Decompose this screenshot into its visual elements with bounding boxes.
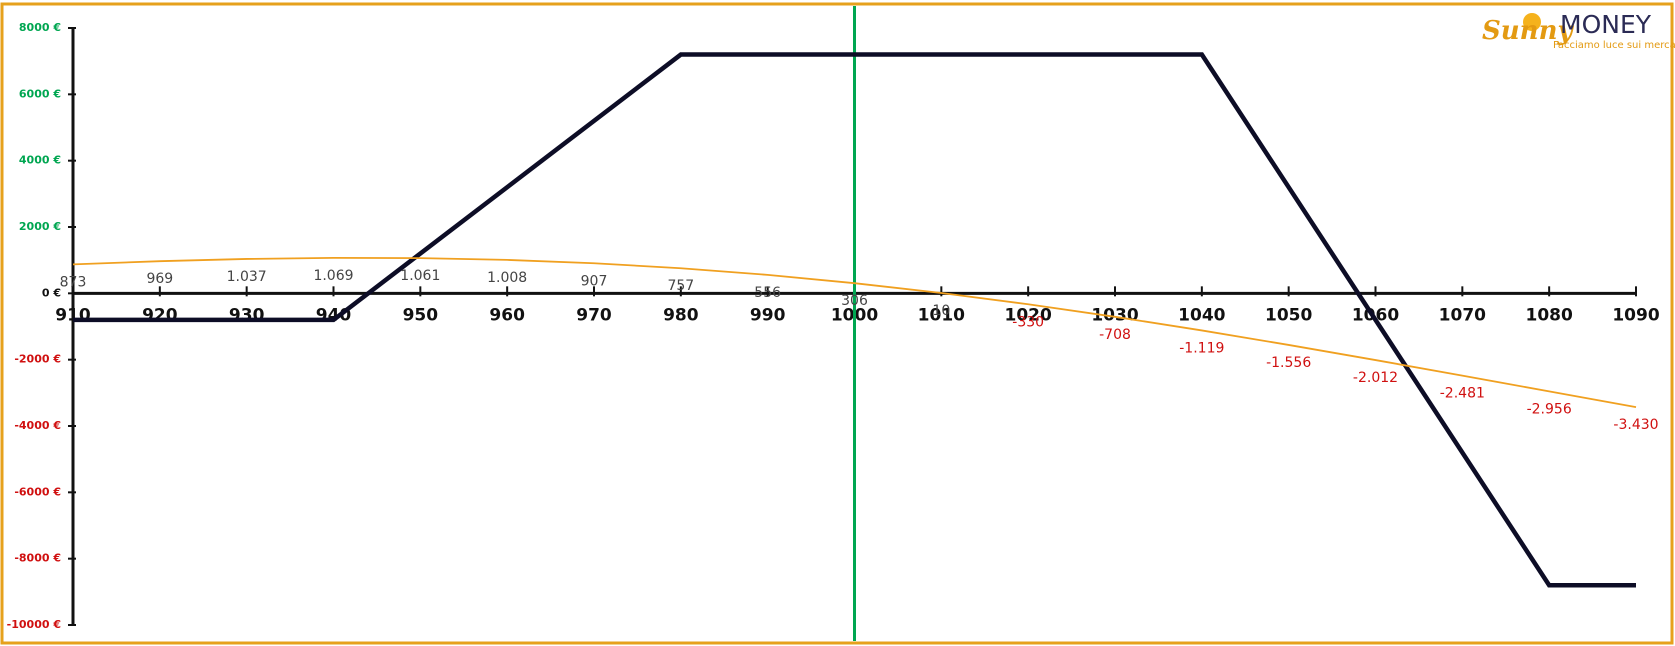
- value-label: 969: [146, 271, 173, 287]
- logo-brand: Sunny: [1482, 16, 1574, 46]
- series-line: [73, 52, 1636, 588]
- logo-tagline: Facciamo luce sui mercati: [1553, 40, 1675, 51]
- y-tick-label: -4000 €: [14, 419, 61, 432]
- value-label: 1.061: [400, 268, 440, 284]
- series-line: [72, 256, 1637, 408]
- x-tick-label: 980: [663, 305, 699, 325]
- x-tick-label: 1050: [1265, 305, 1312, 325]
- logo-sun: [1523, 13, 1541, 31]
- y-tick-label: 8000 €: [19, 21, 61, 34]
- x-tick-label: 930: [229, 305, 265, 325]
- value-label: 556: [754, 285, 781, 301]
- y-tick-label: -8000 €: [14, 552, 61, 565]
- y-tick-label: 4000 €: [19, 154, 61, 167]
- value-label: 10: [932, 303, 950, 319]
- value-label: -1.556: [1266, 355, 1311, 371]
- x-tick-label: 960: [489, 305, 525, 325]
- logo-name: MONEY: [1560, 10, 1652, 39]
- x-tick-label: 950: [403, 305, 439, 325]
- x-tick-label: 990: [750, 305, 786, 325]
- y-tick-label: 6000 €: [19, 87, 61, 100]
- value-label: -1.119: [1179, 340, 1224, 356]
- y-tick-label: 2000 €: [19, 220, 61, 233]
- value-label: 873: [60, 274, 87, 290]
- logo: Sunny MONEY Facciamo luce sui mercati: [1482, 10, 1675, 51]
- value-label: -2.956: [1527, 401, 1572, 417]
- x-tick-label: 1060: [1352, 305, 1399, 325]
- x-tick-label: 1020: [1005, 305, 1052, 325]
- value-label: -3.430: [1613, 417, 1658, 433]
- value-label: 306: [841, 293, 868, 309]
- value-label: -2.012: [1353, 370, 1398, 386]
- x-tick-label: 920: [142, 305, 178, 325]
- value-label: -2.481: [1440, 386, 1485, 402]
- value-label: 1.069: [313, 268, 353, 284]
- x-tick-label: 1040: [1178, 305, 1225, 325]
- value-label: 907: [581, 273, 608, 289]
- y-tick-label: -6000 €: [14, 485, 61, 498]
- y-tick-label: 0 €: [42, 286, 61, 299]
- value-label: 757: [667, 278, 694, 294]
- x-tick-label: 1070: [1439, 305, 1486, 325]
- x-tick-label: 1030: [1091, 305, 1138, 325]
- value-label: 1.008: [487, 270, 527, 286]
- y-tick-label: -2000 €: [14, 353, 61, 366]
- x-tick-label: 1090: [1612, 305, 1659, 325]
- value-label: -708: [1099, 327, 1131, 343]
- x-tick-label: 1010: [918, 305, 965, 325]
- value-label: -330: [1012, 314, 1044, 330]
- x-tick-label: 910: [55, 305, 91, 325]
- y-tick-label: -10000 €: [7, 618, 61, 631]
- x-tick-label: 1080: [1526, 305, 1573, 325]
- x-tick-label: 970: [576, 305, 612, 325]
- value-label: 1.037: [227, 269, 267, 285]
